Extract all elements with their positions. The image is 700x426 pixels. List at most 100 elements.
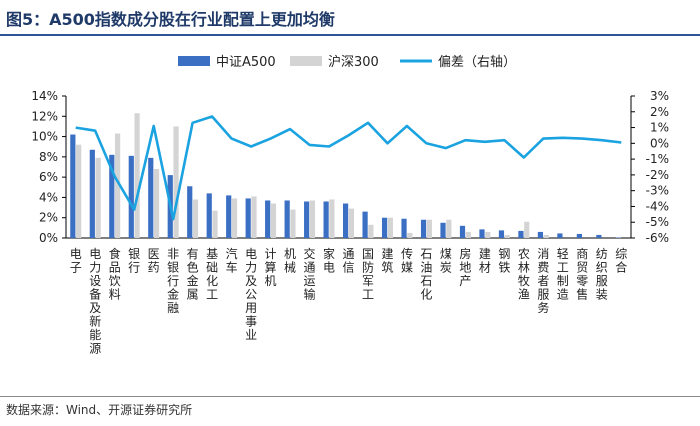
x-tick-label: 建材 [479,247,491,275]
bar-csi-300 [504,234,510,238]
x-tick-label: 家电 [323,246,335,275]
bar-csi-300 [76,144,82,238]
bar-csi-a500 [596,234,602,238]
bar-csi-a500 [245,198,251,238]
x-tick-label: 消费者服务 [537,247,549,315]
x-tick-label: 非银行金融 [167,247,179,315]
legend-label-2: 沪深300 [328,54,379,70]
bar-csi-300 [426,219,432,238]
y-left-tick-label: 10% [31,130,58,144]
x-tick-label: 交通运输 [304,246,316,302]
bar-csi-a500 [304,201,310,238]
y-right-tick-label: -2% [646,168,669,182]
bar-csi-a500 [148,157,154,238]
x-tick-label: 石油石化 [420,247,432,302]
bar-csi-a500 [70,134,76,238]
x-tick-label: 国防军工 [362,247,374,302]
x-tick-label: 有色金属 [187,247,199,302]
y-right-tick-label: -5% [646,215,669,229]
bar-csi-a500 [440,222,446,238]
line-deviation [75,115,622,221]
bar-csi-300 [173,126,179,238]
bar-csi-a500 [362,211,368,238]
x-tick-label: 房地产 [459,246,471,288]
figure-title: 图5：A500指数成分股在行业配置上更加均衡 [6,10,335,29]
bar-csi-a500 [420,219,427,238]
x-tick-label: 计算机 [265,247,277,288]
y-left-tick-label: 4% [39,190,58,204]
bar-csi-a500 [89,149,95,238]
y-left-tick-label: 12% [31,109,58,123]
x-tick-label: 医药 [148,247,160,275]
bar-csi-300 [134,113,140,238]
bar-csi-a500 [401,218,407,238]
y-right-tick-label: 0% [650,136,669,150]
bar-csi-a500 [557,233,563,238]
x-tick-label: 银行 [128,247,140,275]
bar-csi-a500 [265,200,271,238]
bar-csi-a500 [615,237,621,238]
bar-csi-300 [329,199,335,238]
x-tick-label: 基础化工 [206,247,218,302]
bar-csi-a500 [576,233,582,238]
x-tick-label: 电子 [70,247,82,275]
x-tick-label: 钢铁 [498,247,510,275]
bar-csi-a500 [284,200,290,238]
y-right-tick-label: 1% [650,121,669,135]
legend-label-3: 偏差（右轴） [438,55,516,70]
source-note: 数据来源：Wind、开源证券研究所 [6,403,193,417]
bar-csi-a500 [537,231,544,238]
bar-csi-300 [153,169,160,238]
bar-csi-a500 [206,193,212,238]
bar-csi-300 [524,221,530,238]
x-tick-label: 轻工制造 [557,247,569,302]
bar-csi-300 [115,133,121,238]
bar-csi-300 [95,157,101,238]
x-tick-label: 农林牧渔 [518,247,530,302]
bar-csi-a500 [459,225,466,238]
y-left-tick-label: 14% [31,89,58,103]
x-tick-label: 电力及公用事业 [245,247,257,342]
x-tick-label: 电力设备及新能源 [89,247,101,356]
bar-csi-a500 [323,201,329,238]
bar-csi-a500 [518,230,524,238]
bar-csi-300 [270,203,277,238]
x-tick-label: 煤炭 [440,247,452,275]
bar-csi-a500 [109,154,115,238]
bar-csi-300 [290,209,296,238]
x-tick-label: 汽车 [226,246,238,275]
y-right-tick-label: 3% [650,89,669,103]
x-tick-label: 建筑 [381,247,393,275]
x-tick-label: 食品饮料 [109,246,121,302]
bar-csi-a500 [226,195,232,238]
y-left-tick-label: 2% [39,211,58,225]
y-right-tick-label: -6% [646,231,669,245]
bar-csi-300 [387,217,393,238]
x-tick-label: 通信 [342,247,354,275]
bar-csi-a500 [381,217,388,238]
bar-csi-a500 [187,186,193,238]
bar-csi-300 [192,199,199,238]
x-tick-label: 传媒 [401,246,413,275]
bar-csi-300 [348,208,354,238]
y-right-tick-label: 2% [650,105,669,119]
bar-csi-a500 [479,229,485,238]
title-bar: 图5：A500指数成分股在行业配置上更加均衡 [0,0,700,36]
y-right-tick-label: -4% [646,199,669,213]
source-divider [0,396,700,397]
bar-csi-300 [231,198,238,238]
legend-swatch-1 [178,56,210,66]
y-right-tick-label: -3% [646,184,669,198]
y-left-tick-label: 6% [39,170,58,184]
legend-label-1: 中证A500 [216,55,276,70]
legend-swatch-2 [290,56,322,66]
bar-csi-300 [309,200,316,238]
bar-csi-a500 [498,230,505,238]
y-right-tick-label: -1% [646,152,669,166]
x-tick-label: 商贸零售 [576,246,588,302]
bar-csi-300 [485,231,491,238]
bar-csi-300 [407,232,413,238]
bar-csi-300 [543,234,549,238]
bar-csi-300 [446,219,452,238]
bar-csi-300 [212,210,218,238]
